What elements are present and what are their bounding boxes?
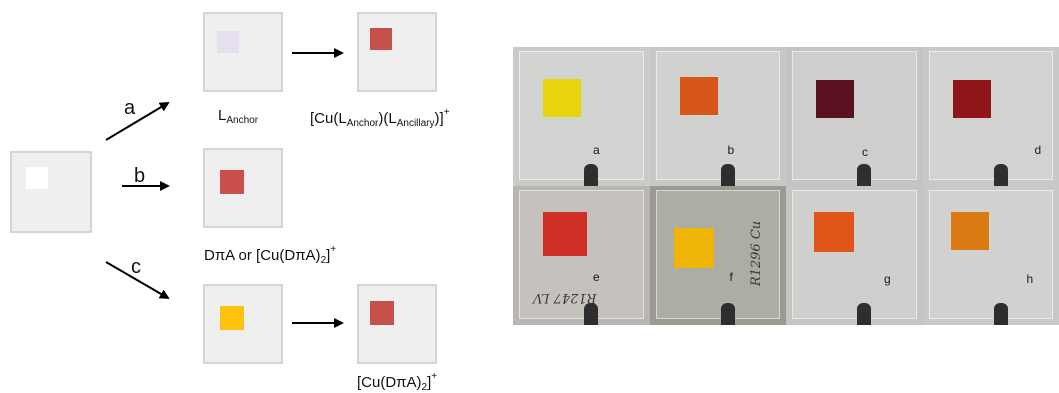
sample-film-f [674, 228, 714, 268]
sample-film-g [814, 212, 854, 252]
sample-film-b [680, 77, 718, 115]
photo-panel-g: g [786, 186, 923, 325]
handwritten-note-f: R1296 Cu [749, 221, 764, 286]
photo-label-c: c [862, 145, 868, 159]
arrow-a [106, 103, 168, 140]
anchor-film [217, 31, 239, 53]
photo-label-a: a [593, 143, 600, 157]
sample-film-d [953, 80, 991, 118]
complex-a-slide [357, 12, 437, 92]
dye-film [220, 306, 244, 330]
glass-slide [929, 51, 1054, 180]
photo-panel-c: c [786, 47, 923, 186]
glass-slide [792, 190, 917, 319]
holder-clip [721, 303, 735, 325]
photo-label-f: f [730, 270, 733, 284]
dpa-label: DπA or [Cu(DπA)2]+ [204, 245, 336, 266]
complex-c-film [370, 301, 394, 325]
sample-film-h [951, 212, 989, 250]
photo-panel-e: e R1247 LV [513, 186, 650, 325]
path-b-label: b [134, 166, 145, 186]
holder-clip [584, 164, 598, 186]
glass-slide [656, 51, 781, 180]
photo-panel-h: h [923, 186, 1059, 325]
complex-a-film [370, 28, 392, 50]
glass-slide [929, 190, 1054, 319]
photo-label-h: h [1027, 272, 1034, 286]
complex-c-slide [357, 284, 437, 364]
sample-photograph: a b c d e R1247 LV f R1296 Cu g h [513, 47, 1059, 325]
blank-slide [10, 151, 92, 233]
path-a-label: a [124, 98, 135, 118]
glass-slide [792, 51, 917, 180]
holder-clip [857, 164, 871, 186]
photo-panel-d: d [923, 47, 1059, 186]
holder-clip [857, 303, 871, 325]
blank-film [26, 167, 48, 189]
sample-film-e [543, 212, 587, 256]
glass-slide [519, 51, 644, 180]
photo-panel-b: b [650, 47, 787, 186]
dpa-film [220, 170, 244, 194]
holder-clip [584, 303, 598, 325]
dpa-slide [203, 148, 283, 228]
photo-label-b: b [728, 143, 735, 157]
holder-clip [994, 303, 1008, 325]
anchor-label: LAnchor [218, 108, 258, 126]
sample-film-c [816, 80, 854, 118]
handwritten-note-e: R1247 LV [533, 290, 596, 305]
photo-label-g: g [884, 272, 891, 286]
path-c-label: c [131, 257, 141, 277]
photo-panel-f: f R1296 Cu [650, 186, 787, 325]
sample-film-a [543, 79, 581, 117]
holder-clip [721, 164, 735, 186]
photo-label-d: d [1035, 143, 1042, 157]
dye-slide [203, 284, 283, 364]
photo-panel-a: a [513, 47, 650, 186]
complex-a-label: [Cu(LAnchor)(LAncillary)]+ [310, 108, 450, 129]
photo-label-e: e [593, 270, 600, 284]
anchor-slide [203, 12, 283, 92]
holder-clip [994, 164, 1008, 186]
